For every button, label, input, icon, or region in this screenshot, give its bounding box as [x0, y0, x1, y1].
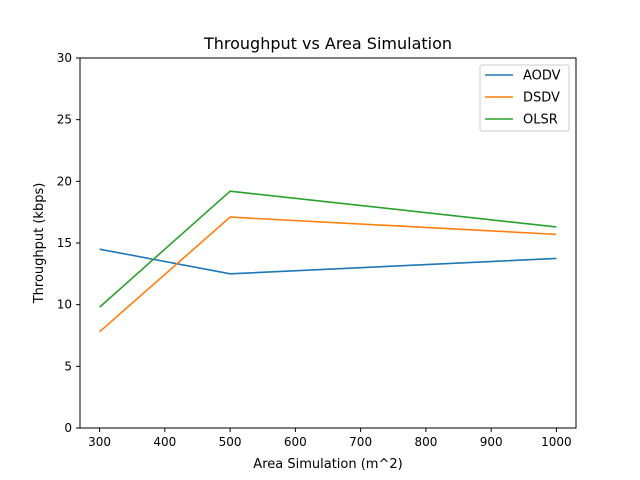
- x-tick-label: 900: [480, 435, 503, 449]
- y-axis-label: Throughput (kbps): [32, 183, 47, 305]
- x-axis: 300 400 500 600 700 800 900 1000: [88, 428, 572, 449]
- x-tick-label: 800: [414, 435, 437, 449]
- legend-label-dsdv: DSDV: [523, 91, 560, 106]
- series-line-dsdv: [99, 216, 557, 333]
- y-tick-label: 10: [57, 298, 72, 312]
- x-tick-label: 600: [284, 435, 307, 449]
- legend-label-olsr: OLSR: [523, 113, 558, 128]
- x-tick-label: 500: [219, 435, 242, 449]
- y-tick-label: 15: [57, 236, 72, 250]
- x-tick-label: 300: [88, 435, 111, 449]
- legend-box: [479, 64, 570, 132]
- y-axis: 0 5 10 15 20 25 30: [57, 51, 80, 435]
- y-tick-label: 25: [57, 113, 72, 127]
- series-line-aodv: [99, 248, 557, 275]
- series-group: [99, 190, 557, 333]
- y-tick-label: 30: [57, 51, 72, 65]
- legend: AODV DSDV OLSR: [479, 64, 570, 132]
- y-tick-label: 5: [64, 359, 72, 373]
- legend-label-aodv: AODV: [523, 69, 561, 84]
- y-tick-label: 0: [64, 421, 72, 435]
- x-axis-label: Area Simulation (m^2): [253, 457, 402, 472]
- y-tick-label: 20: [57, 174, 72, 188]
- chart-title: Throughput vs Area Simulation: [203, 34, 452, 53]
- series-line-olsr: [99, 190, 557, 308]
- x-tick-label: 400: [153, 435, 176, 449]
- x-tick-label: 700: [349, 435, 372, 449]
- x-tick-label: 1000: [541, 435, 572, 449]
